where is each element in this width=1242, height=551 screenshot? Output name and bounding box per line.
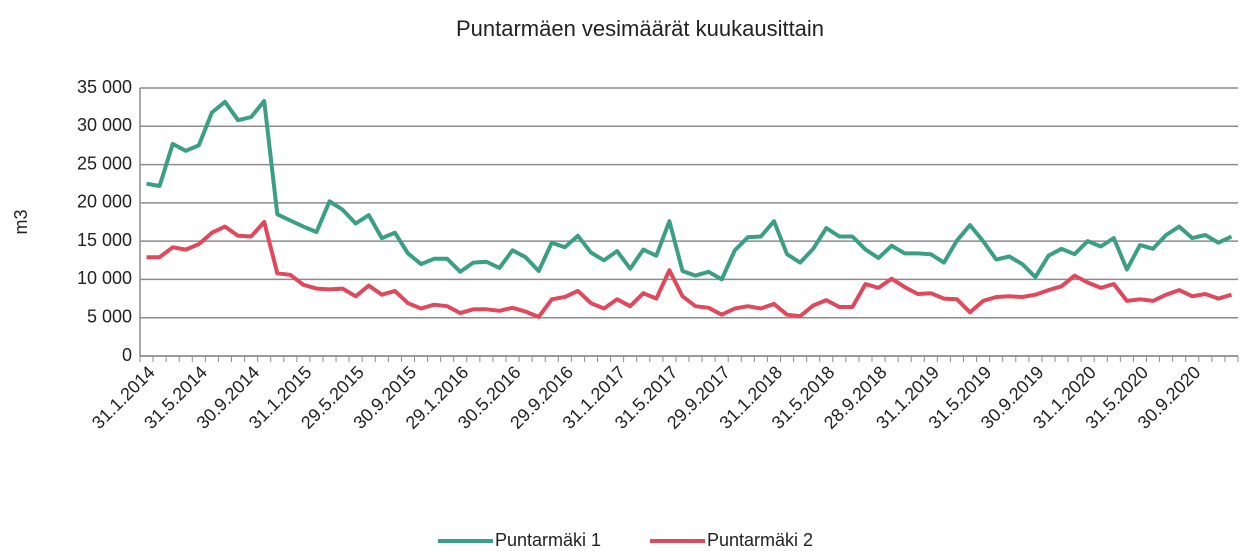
y-tick-label: 35 000: [77, 77, 132, 97]
y-tick-label: 0: [122, 345, 132, 365]
y-tick-label: 10 000: [77, 268, 132, 288]
y-tick-label: 20 000: [77, 192, 132, 212]
chart-title: Puntarmäen vesimäärät kuukausittain: [456, 16, 824, 41]
y-tick-label: 25 000: [77, 153, 132, 173]
legend-label: Puntarmäki 1: [495, 530, 601, 550]
y-tick-label: 15 000: [77, 230, 132, 250]
legend-label: Puntarmäki 2: [707, 530, 813, 550]
series-line: [146, 99, 1233, 282]
y-tick-label: 5 000: [87, 306, 132, 326]
series-line: [146, 220, 1233, 319]
y-axis-label: m3: [11, 209, 31, 234]
y-tick-label: 30 000: [77, 115, 132, 135]
